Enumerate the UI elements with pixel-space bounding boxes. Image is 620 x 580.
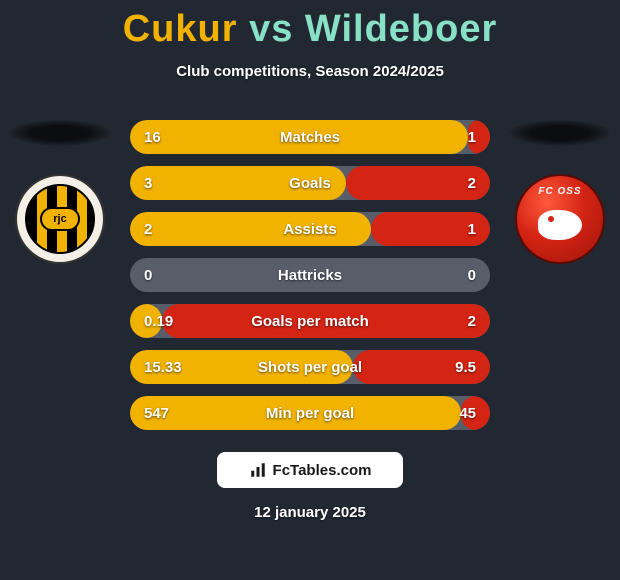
right-club-column: FC OSS: [500, 120, 620, 264]
stat-value-left: 0.19: [144, 313, 173, 330]
player2-name: Wildeboer: [305, 8, 497, 50]
fctables-badge[interactable]: FcTables.com: [217, 452, 403, 488]
stat-value-left: 3: [144, 175, 152, 192]
stat-value-right: 2: [468, 175, 476, 192]
fcoss-bull-icon: [538, 210, 582, 240]
stat-value-right: 1: [468, 221, 476, 238]
season-subtitle: Club competitions, Season 2024/2025: [0, 63, 620, 80]
stat-row: 0 Hattricks 0: [130, 258, 490, 292]
stat-row: 3 Goals 2: [130, 166, 490, 200]
right-shadow: [510, 120, 610, 146]
stat-row: 0.19 Goals per match 2: [130, 304, 490, 338]
stat-value-right: 2: [468, 313, 476, 330]
stat-value-right: 45: [459, 405, 476, 422]
vs-label: vs: [249, 8, 293, 50]
stat-rows: 16 Matches 1 3 Goals 2 2 Assists 1 0 Hattricks 0 0.1…: [130, 120, 490, 442]
stat-row: 15.33 Shots per goal 9.5: [130, 350, 490, 384]
fctables-label: FcTables.com: [273, 462, 372, 479]
rjc-pill: rjc: [40, 207, 80, 231]
stat-label: Goals per match: [251, 313, 369, 330]
snapshot-date: 12 january 2025: [0, 504, 620, 521]
stat-label: Goals: [289, 175, 331, 192]
stat-value-right: 0: [468, 267, 476, 284]
stat-label: Shots per goal: [258, 359, 362, 376]
stat-value-left: 2: [144, 221, 152, 238]
fcoss-badge: FC OSS: [515, 174, 605, 264]
stat-value-left: 0: [144, 267, 152, 284]
stat-row: 547 Min per goal 45: [130, 396, 490, 430]
left-shadow: [10, 120, 110, 146]
stat-value-left: 16: [144, 129, 161, 146]
stat-value-left: 547: [144, 405, 169, 422]
stat-value-right: 9.5: [455, 359, 476, 376]
stat-label: Matches: [280, 129, 340, 146]
rjc-badge: rjc: [15, 174, 105, 264]
stat-value-right: 1: [468, 129, 476, 146]
stat-label: Assists: [283, 221, 336, 238]
left-club-column: rjc: [0, 120, 120, 264]
stat-label: Hattricks: [278, 267, 342, 284]
comparison-title: Cukur vs Wildeboer: [0, 0, 620, 51]
chart-icon: [249, 461, 267, 479]
stat-value-left: 15.33: [144, 359, 182, 376]
stat-label: Min per goal: [266, 405, 354, 422]
stat-row: 2 Assists 1: [130, 212, 490, 246]
player1-name: Cukur: [123, 8, 238, 50]
fcoss-label: FC OSS: [538, 186, 581, 197]
stat-row: 16 Matches 1: [130, 120, 490, 154]
